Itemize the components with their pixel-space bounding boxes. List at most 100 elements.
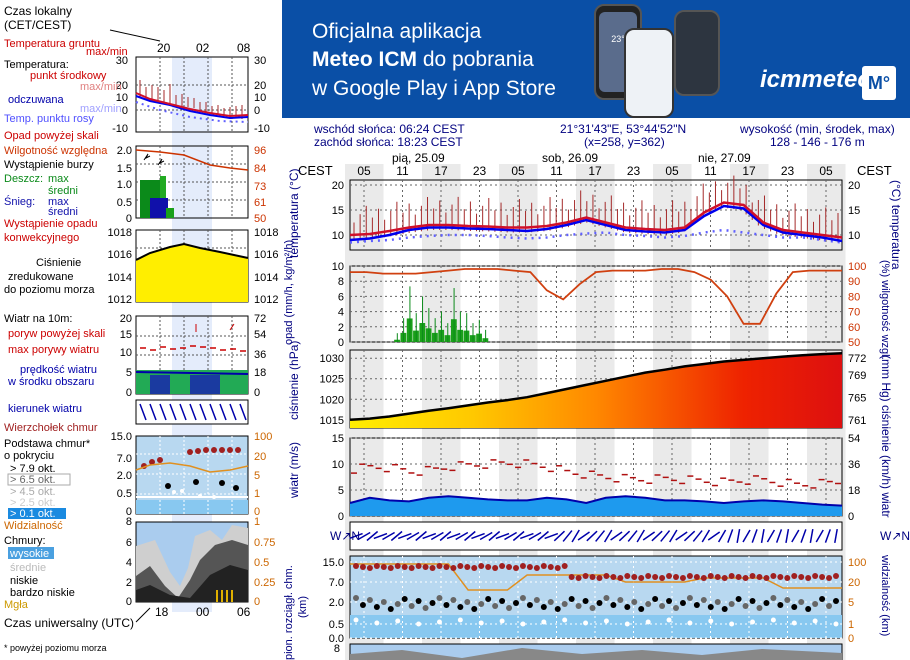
wind-arrow bbox=[669, 529, 678, 543]
cloud-top-dot bbox=[380, 564, 387, 570]
cloud-base-dot bbox=[554, 606, 561, 612]
cloud-base-dot bbox=[457, 604, 464, 610]
feels-like-line bbox=[349, 204, 843, 243]
legend-cloudcover-panel bbox=[135, 521, 249, 603]
cloud-top-dot bbox=[457, 563, 464, 569]
cloud-base-dot bbox=[763, 600, 770, 606]
base-tick-0: 0 bbox=[126, 506, 132, 518]
cloud-low-dot bbox=[353, 617, 359, 623]
wind-arrow bbox=[479, 531, 493, 541]
cloud-low-dot bbox=[812, 618, 818, 624]
dew-point-line bbox=[349, 228, 843, 244]
wind-arrow bbox=[595, 530, 606, 542]
wind-direction-strip: W↗N W↗N bbox=[330, 521, 910, 551]
cloud-top-dot bbox=[394, 563, 401, 569]
cloud-low-dot bbox=[833, 621, 839, 627]
cloud-top-dot bbox=[401, 564, 408, 570]
cloud-base-dot bbox=[506, 605, 513, 611]
icm-logo: icmmeteo bbox=[760, 66, 873, 93]
cloud-base-dot bbox=[373, 604, 380, 610]
precip-above-label: Opad powyżej skali bbox=[4, 130, 99, 142]
wind-tick-0: 0 bbox=[126, 387, 132, 399]
cfrac-tick-025: 0.25 bbox=[254, 577, 275, 589]
wind-arrow bbox=[562, 530, 573, 542]
app-banner[interactable]: Oficjalna aplikacja Meteo ICM do pobrani… bbox=[282, 0, 910, 118]
cloud-low-dot bbox=[541, 619, 547, 625]
temp-tick-r30: 30 bbox=[254, 55, 266, 67]
cloud-top-dot bbox=[749, 573, 756, 579]
precip-tick-2: 2.0 bbox=[117, 145, 132, 157]
y-tick: 0.5 bbox=[329, 619, 344, 631]
wind-arrow bbox=[707, 531, 721, 541]
hum-tick-50: 50 bbox=[254, 213, 266, 225]
cloud-base-dot bbox=[471, 606, 478, 612]
cloud-low-dot bbox=[478, 620, 484, 626]
cloud-top-dot bbox=[478, 563, 485, 569]
mid-point-label: punkt środkowy bbox=[30, 70, 107, 82]
cloud-base-dot bbox=[638, 606, 645, 612]
clouds-high-label: wysokie bbox=[9, 548, 49, 560]
legend-night-shading bbox=[136, 57, 212, 612]
cloud-base-dot bbox=[721, 606, 728, 612]
wind-arrow bbox=[390, 530, 403, 542]
y-tick: 1030 bbox=[320, 353, 344, 365]
wind-arrow bbox=[834, 528, 838, 544]
y-tick: 50 bbox=[848, 337, 860, 349]
wind-arrow bbox=[627, 530, 638, 542]
ground-temp-label: Temperatura gruntu bbox=[4, 38, 100, 50]
cloud-top-dot bbox=[540, 563, 547, 569]
hum-tick-84: 84 bbox=[254, 163, 266, 175]
press-tick-r1018: 1018 bbox=[254, 227, 278, 239]
cloud-top-dot bbox=[770, 573, 777, 579]
clouds-label: Chmury: bbox=[4, 535, 46, 547]
cfrac-tick-05: 0.5 bbox=[254, 557, 269, 569]
banner-line-2-rest: do pobrania bbox=[417, 48, 534, 71]
utc-tick-06: 06 bbox=[237, 605, 251, 619]
gust-marks bbox=[351, 459, 841, 489]
y-tick: 772 bbox=[848, 353, 866, 365]
cloud-base-dot bbox=[499, 598, 506, 604]
cloud-top-dot bbox=[826, 575, 833, 581]
wind-arrow bbox=[642, 531, 656, 541]
wind-arrow bbox=[800, 529, 807, 543]
wind-tick-15: 15 bbox=[120, 329, 132, 341]
precip-tick-15: 1.5 bbox=[117, 163, 132, 175]
cfrac-tick-075: 0.75 bbox=[254, 537, 275, 549]
storm-label: Wystąpienie burzy bbox=[4, 159, 94, 171]
temp-tick-r0: 0 bbox=[254, 105, 260, 117]
wind-arrow bbox=[455, 531, 469, 541]
wind-arrow bbox=[675, 531, 688, 541]
wind-arrow bbox=[636, 529, 645, 543]
wind-arrow bbox=[809, 528, 814, 544]
y-tick: 15 bbox=[332, 205, 344, 217]
cloud-top-dot bbox=[652, 574, 659, 580]
precip-ylabel: opad (mm/h, kg/m²/h) bbox=[283, 240, 295, 345]
cloud-top-dot bbox=[429, 565, 436, 571]
cloud-base-dot bbox=[666, 598, 673, 604]
cloud-base-dot bbox=[777, 602, 784, 608]
cloud-top-dot bbox=[686, 573, 693, 579]
cloud-top-dot bbox=[659, 575, 666, 581]
cloud-base-dot bbox=[582, 598, 589, 604]
y-tick: 10 bbox=[848, 230, 860, 242]
wind-arrow bbox=[495, 532, 510, 540]
cloud-top-dot bbox=[617, 575, 624, 581]
cloud-top-dot bbox=[833, 573, 839, 579]
y-tick: 1 bbox=[848, 619, 854, 631]
wind-arrow bbox=[415, 530, 427, 542]
y-tick: 1020 bbox=[320, 394, 344, 406]
cloud-base-dot bbox=[408, 603, 415, 609]
cloud-base-label: Podstawa chmur* bbox=[4, 438, 91, 450]
temp-ylabel: temperatura (°C) bbox=[287, 169, 301, 259]
legend-panel: Czas lokalny (CET/CEST) 20 02 08 30 20 1… bbox=[4, 4, 278, 653]
wind-arrow bbox=[610, 531, 623, 541]
cloud-base-dot bbox=[443, 602, 450, 608]
clouds-panel: pion. rozciągł. chm. (km) widzialność (k… bbox=[283, 554, 891, 660]
cloud-base-dot bbox=[819, 596, 826, 602]
wind-arrow bbox=[512, 530, 525, 542]
hour-tick: 17 bbox=[742, 164, 756, 178]
compass-icon: W↗N bbox=[880, 529, 910, 543]
wind-arrow bbox=[736, 528, 741, 544]
wind-arrow bbox=[603, 529, 613, 543]
wind-arrow bbox=[766, 529, 776, 543]
